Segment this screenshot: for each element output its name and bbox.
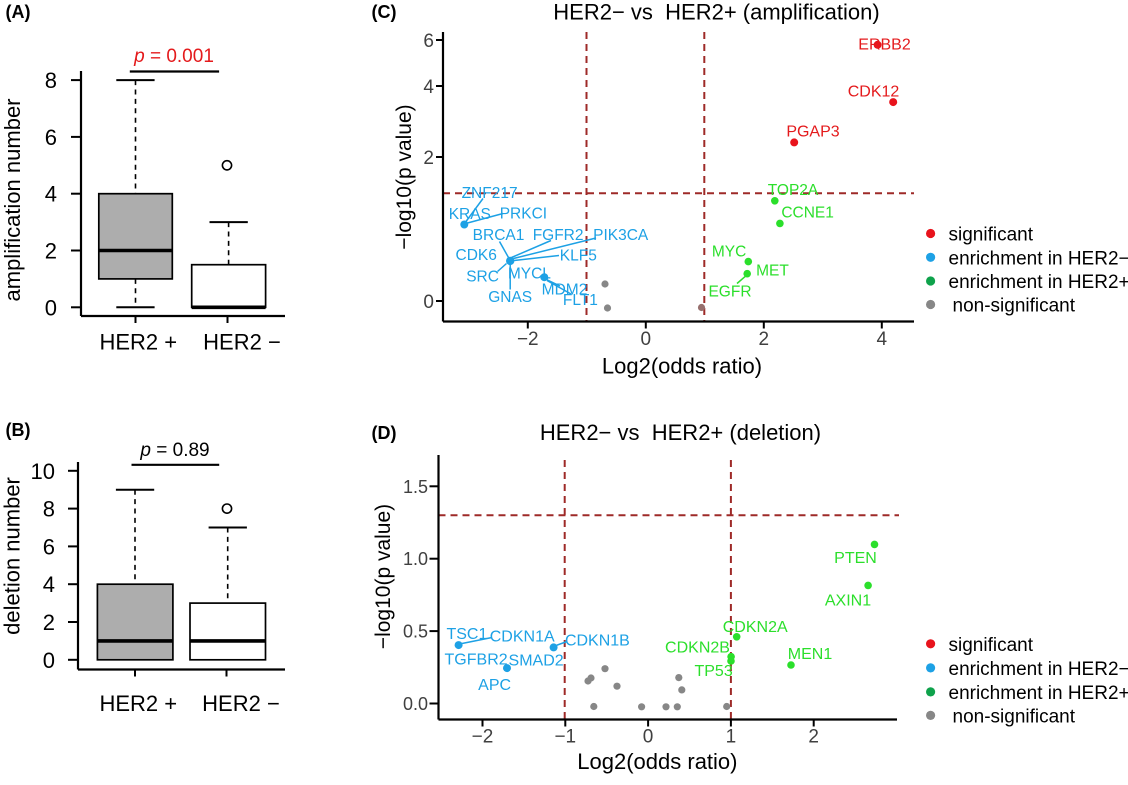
svg-text:TGFBR2: TGFBR2	[445, 651, 508, 668]
svg-text:10: 10	[31, 459, 55, 484]
svg-text:AXIN1: AXIN1	[825, 592, 871, 609]
svg-text:enrichment in HER2−: enrichment in HER2−	[949, 659, 1128, 680]
svg-text:0.0: 0.0	[403, 694, 428, 714]
svg-text:HER2 +: HER2 +	[99, 691, 177, 716]
svg-text:4: 4	[423, 77, 434, 98]
svg-text:6: 6	[43, 534, 55, 559]
svg-text:(B): (B)	[6, 420, 31, 440]
svg-text:enrichment in HER2+: enrichment in HER2+	[949, 683, 1128, 704]
svg-text:enrichment in HER2+: enrichment in HER2+	[949, 272, 1128, 293]
svg-text:CDK12: CDK12	[848, 84, 900, 101]
svg-text:CDKN2A: CDKN2A	[723, 619, 788, 636]
svg-text:−log10(p value): −log10(p value)	[372, 504, 395, 649]
svg-text:PRKCI: PRKCI	[500, 206, 547, 223]
svg-text:KRAS: KRAS	[449, 206, 491, 223]
svg-text:EGFR: EGFR	[708, 284, 751, 301]
svg-text:SMAD2: SMAD2	[509, 652, 564, 669]
svg-text:0: 0	[45, 295, 57, 320]
svg-text:PTEN: PTEN	[834, 550, 877, 567]
svg-text:CDK6: CDK6	[456, 247, 497, 264]
svg-text:Log2(odds ratio): Log2(odds ratio)	[577, 749, 737, 774]
svg-text:2: 2	[808, 727, 819, 748]
svg-text:APC: APC	[478, 677, 511, 694]
svg-text:non-significant: non-significant	[953, 296, 1076, 317]
svg-text:0.5: 0.5	[403, 622, 428, 642]
svg-text:TOP2A: TOP2A	[768, 182, 819, 199]
svg-text:MEN1: MEN1	[788, 646, 833, 663]
svg-text:CDKN1A: CDKN1A	[490, 628, 555, 645]
svg-text:0: 0	[43, 648, 55, 673]
svg-text:GNAS: GNAS	[488, 289, 532, 306]
svg-text:HER2− vs HER2+ (deletion): HER2− vs HER2+ (deletion)	[540, 420, 821, 445]
svg-text:MYC: MYC	[712, 244, 746, 261]
svg-text:(A): (A)	[6, 2, 31, 22]
svg-text:2: 2	[43, 610, 55, 635]
svg-text:0: 0	[641, 329, 652, 350]
svg-text:4: 4	[45, 182, 57, 207]
svg-text:2: 2	[759, 329, 770, 350]
svg-text:Log2(odds ratio): Log2(odds ratio)	[602, 354, 762, 379]
svg-text:non-significant: non-significant	[953, 706, 1076, 727]
svg-text:(C): (C)	[372, 2, 397, 22]
svg-text:8: 8	[43, 497, 55, 522]
svg-text:1.5: 1.5	[403, 477, 428, 497]
svg-text:HER2 +: HER2 +	[99, 330, 177, 355]
svg-text:8: 8	[45, 68, 57, 93]
svg-text:PIK3CA: PIK3CA	[593, 227, 649, 244]
svg-text:FGFR2: FGFR2	[533, 227, 584, 244]
svg-text:(D): (D)	[372, 423, 397, 443]
svg-text:2: 2	[423, 148, 434, 169]
svg-text:4: 4	[877, 329, 888, 350]
svg-text:−2: −2	[517, 329, 539, 350]
svg-text:0: 0	[643, 727, 654, 748]
svg-text:significant: significant	[949, 635, 1034, 656]
svg-text:HER2 −: HER2 −	[202, 691, 280, 716]
svg-text:significant: significant	[949, 225, 1034, 246]
svg-text:−1: −1	[554, 727, 576, 748]
svg-text:BRCA1: BRCA1	[473, 227, 525, 244]
svg-text:2: 2	[45, 239, 57, 264]
svg-text:FLT1: FLT1	[563, 292, 598, 309]
svg-text:CCNE1: CCNE1	[781, 205, 834, 222]
svg-text:CDKN1B: CDKN1B	[565, 633, 630, 650]
svg-text:KLF5: KLF5	[560, 247, 597, 264]
svg-text:deletion number: deletion number	[0, 477, 25, 635]
svg-text:ERBB2: ERBB2	[858, 37, 911, 54]
svg-text:amplification number: amplification number	[0, 99, 25, 302]
svg-text:1: 1	[726, 727, 737, 748]
svg-text:PGAP3: PGAP3	[786, 124, 839, 141]
svg-text:−log10(p value): −log10(p value)	[393, 104, 416, 249]
svg-text:HER2 −: HER2 −	[203, 330, 281, 355]
svg-text:6: 6	[45, 125, 57, 150]
svg-text:CDKN2B: CDKN2B	[665, 639, 730, 656]
svg-text:p = 0.89: p = 0.89	[139, 440, 209, 461]
svg-text:ZNF217: ZNF217	[462, 185, 518, 202]
svg-text:0: 0	[423, 292, 434, 313]
svg-text:−2: −2	[472, 727, 494, 748]
svg-text:1.0: 1.0	[403, 549, 428, 569]
svg-text:MET: MET	[756, 263, 789, 280]
svg-text:6: 6	[423, 31, 434, 52]
svg-text:SRC: SRC	[466, 269, 499, 286]
svg-text:enrichment in HER2−: enrichment in HER2−	[949, 248, 1128, 269]
svg-text:TSC1: TSC1	[446, 626, 487, 643]
svg-text:HER2− vs HER2+ (amplification: HER2− vs HER2+ (amplification)	[553, 0, 879, 25]
svg-text:4: 4	[43, 572, 55, 597]
svg-text:p = 0.001: p = 0.001	[133, 46, 214, 67]
svg-text:MYCL: MYCL	[508, 266, 551, 283]
svg-text:TP53: TP53	[694, 663, 732, 680]
